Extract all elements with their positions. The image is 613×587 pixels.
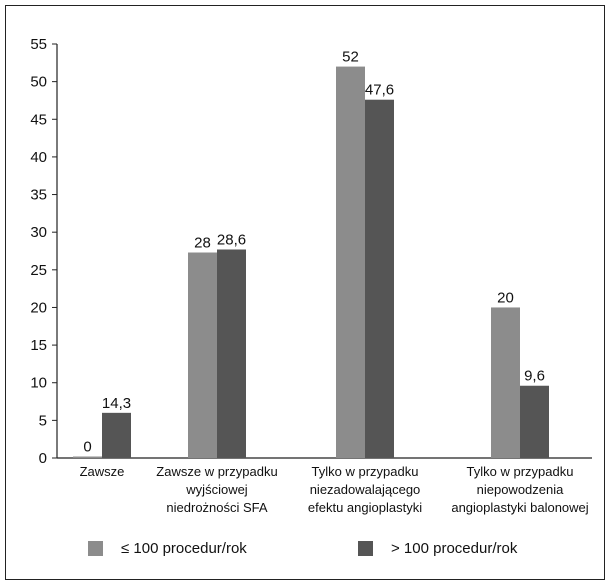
bar-value-label: 14,3 xyxy=(102,395,131,412)
legend-label-series-1: ≤ 100 procedur/rok xyxy=(121,540,247,557)
x-category-label: wyjściowej xyxy=(185,482,248,497)
y-tick-label: 25 xyxy=(30,262,47,279)
legend-swatch-series-2 xyxy=(358,541,373,556)
y-tick-label: 55 xyxy=(30,36,47,53)
y-tick-label: 10 xyxy=(30,375,47,392)
x-category-label: niepowodzenia xyxy=(477,482,565,497)
bars xyxy=(73,66,549,459)
y-tick-label: 5 xyxy=(39,412,47,429)
bar-value-label: 47,6 xyxy=(365,82,394,99)
legend: ≤ 100 procedur/rok > 100 procedur/rok xyxy=(88,540,588,564)
bar-labels: 0 28 52 20 14,3 28,6 47,6 9,6 xyxy=(83,49,545,456)
legend-item-series-1: ≤ 100 procedur/rok xyxy=(88,540,247,557)
bar-value-label: 20 xyxy=(497,289,514,306)
legend-label-series-2: > 100 procedur/rok xyxy=(391,540,518,557)
y-tick-label: 35 xyxy=(30,187,47,204)
y-tick-label: 30 xyxy=(30,224,47,241)
y-tick-label: 15 xyxy=(30,337,47,354)
y-axis: 0 5 10 15 20 25 30 35 40 45 50 55 xyxy=(30,36,592,467)
bar-value-label: 28 xyxy=(194,235,211,252)
y-tick-label: 50 xyxy=(30,74,47,91)
bar-series-2 xyxy=(217,249,246,458)
bar-series-2 xyxy=(365,99,394,459)
chart-frame xyxy=(5,5,605,580)
x-category-label: efektu angioplastyki xyxy=(308,500,422,515)
x-category-label: Zawsze w przypadku xyxy=(156,464,277,479)
x-category-label: Zawsze xyxy=(80,464,125,479)
bar-series-2 xyxy=(520,385,549,458)
bar-series-1 xyxy=(188,252,217,458)
legend-item-series-2: > 100 procedur/rok xyxy=(358,540,517,557)
bar-value-label: 0 xyxy=(83,439,91,456)
bar-series-1 xyxy=(491,307,520,458)
x-category-label: Tylko w przypadku xyxy=(312,464,419,479)
bar-value-label: 9,6 xyxy=(524,368,545,385)
y-tick-label: 40 xyxy=(30,149,47,166)
y-tick-label: 20 xyxy=(30,299,47,316)
bar-series-1 xyxy=(336,66,365,458)
bar-series-1 xyxy=(73,456,102,458)
y-tick-label: 0 xyxy=(39,450,47,467)
x-category-label: Tylko w przypadku xyxy=(467,464,574,479)
bar-value-label: 28,6 xyxy=(217,231,246,248)
x-category-label: angioplastyki balonowej xyxy=(451,500,588,515)
x-axis-labels: Zawsze Zawsze w przypadku wyjściowej niedro… xyxy=(80,464,589,515)
bar-value-label: 52 xyxy=(342,49,359,66)
y-tick-label: 45 xyxy=(30,111,47,128)
bar-series-2 xyxy=(102,412,131,458)
legend-swatch-series-1 xyxy=(88,541,103,556)
x-category-label: niezadowalającego xyxy=(310,482,421,497)
x-category-label: niedrożności SFA xyxy=(166,500,267,515)
